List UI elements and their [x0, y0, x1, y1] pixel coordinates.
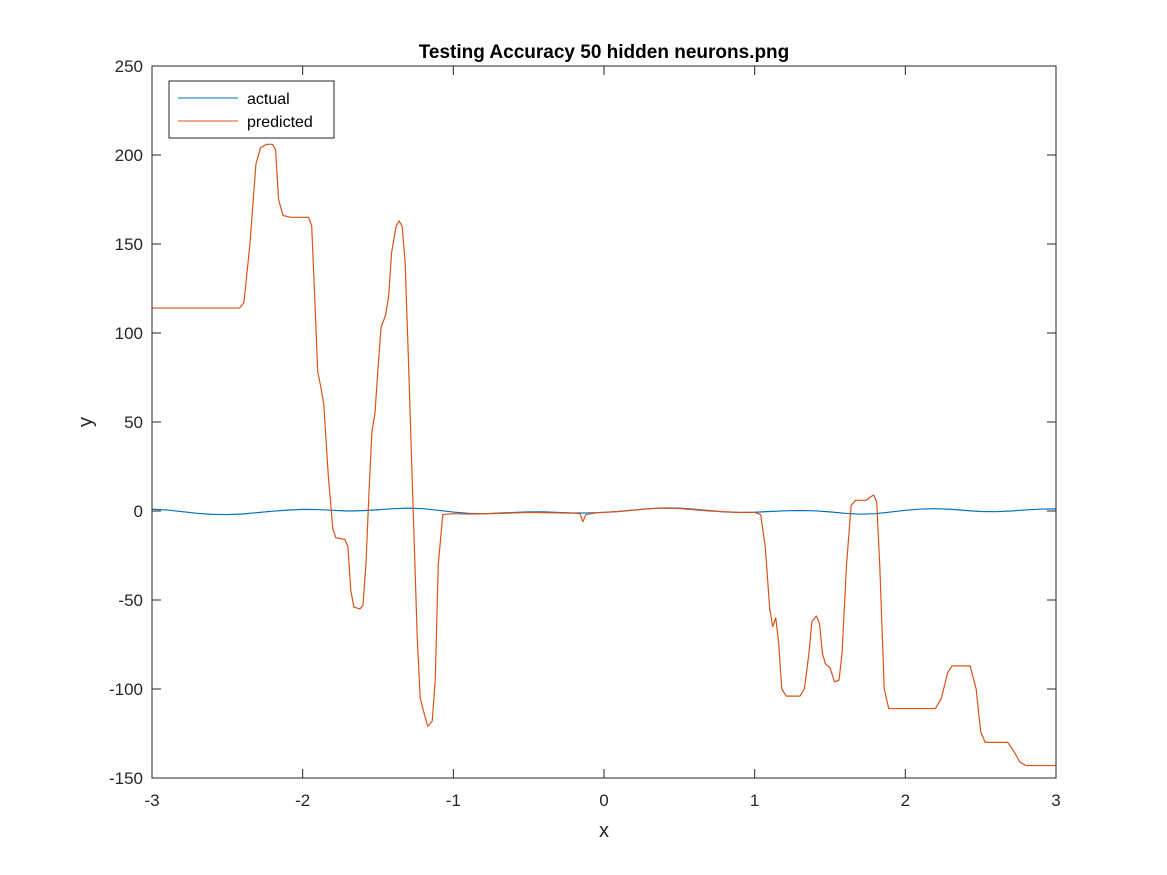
x-tick-label: -2 — [295, 791, 310, 810]
y-tick-label: 0 — [134, 502, 143, 521]
x-tick-label: 1 — [750, 791, 759, 810]
chart-title: Testing Accuracy 50 hidden neurons.png — [419, 42, 790, 63]
y-tick-label: 150 — [115, 235, 143, 254]
y-tick-label: 50 — [124, 413, 143, 432]
x-axis-label: x — [599, 820, 609, 842]
legend: actual predicted — [168, 80, 335, 139]
plot-background — [152, 66, 1056, 778]
series-layer — [151, 143, 1057, 767]
legend-label-predicted: predicted — [247, 114, 313, 131]
x-tick-label: -1 — [446, 791, 461, 810]
y-tick-label: 200 — [115, 146, 143, 165]
y-tick-label: -100 — [109, 680, 143, 699]
x-tick-label: 0 — [599, 791, 608, 810]
series-line-predicted — [152, 143, 1056, 767]
y-tick-label: -50 — [118, 591, 143, 610]
x-tick-label: 2 — [901, 791, 910, 810]
legend-label-actual: actual — [247, 91, 290, 108]
y-tick-label: -150 — [109, 769, 143, 788]
x-tick-label: 3 — [1051, 791, 1060, 810]
y-axis-label: y — [75, 417, 97, 427]
legend-box — [168, 80, 335, 139]
x-tick-label: -3 — [144, 791, 159, 810]
y-axis-ticks: -150 -100 -50 0 50 100 150 200 250 — [109, 57, 1056, 788]
y-tick-label: 100 — [115, 324, 143, 343]
y-tick-label: 250 — [115, 57, 143, 76]
x-axis-ticks: -3 -2 -1 0 1 2 3 — [144, 66, 1061, 810]
